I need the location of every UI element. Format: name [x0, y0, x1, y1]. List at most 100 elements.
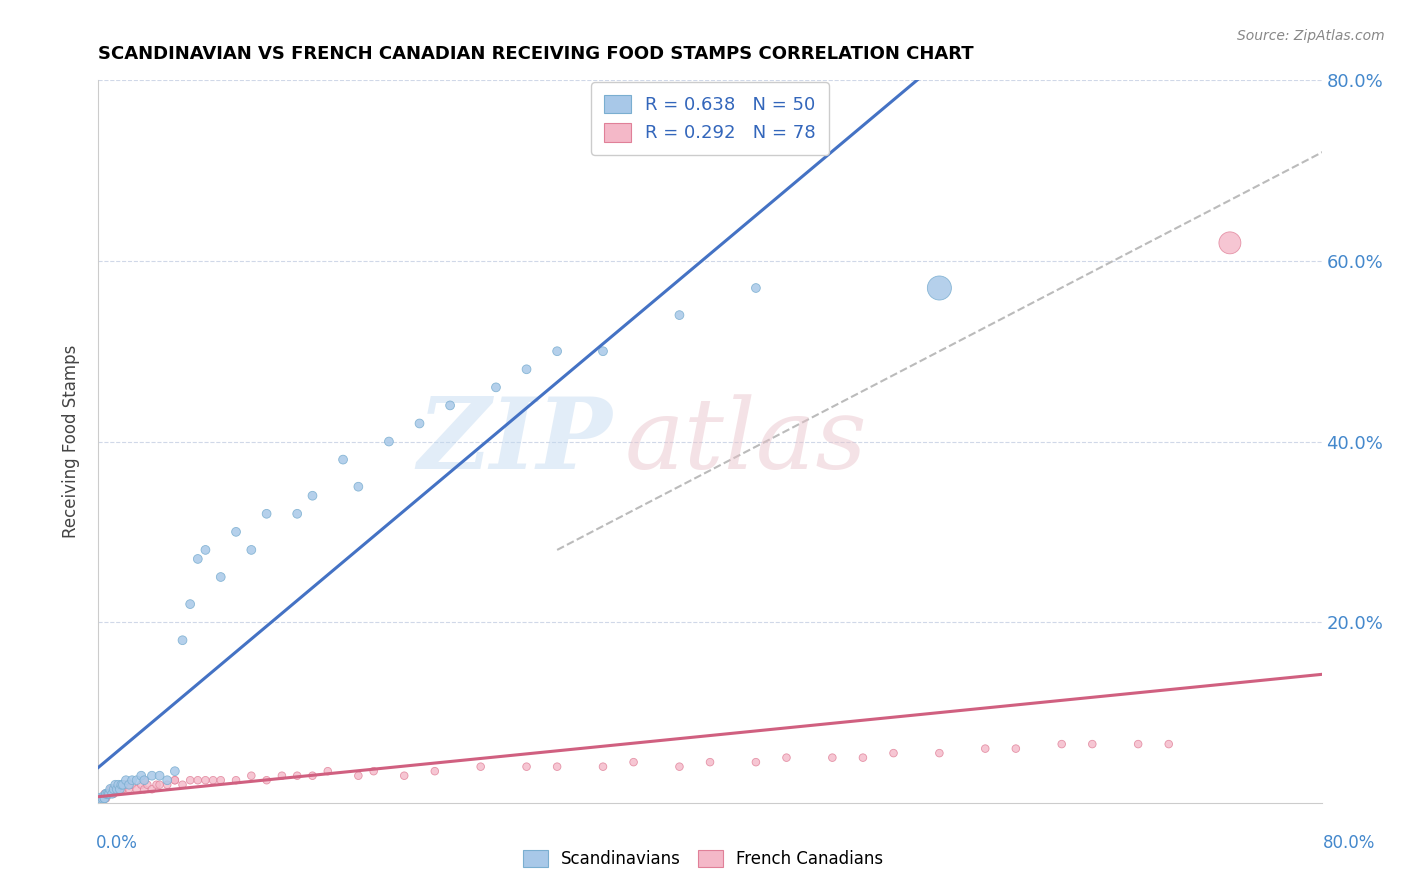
Point — [125, 782, 148, 797]
Point — [94, 787, 117, 801]
Point — [115, 773, 138, 788]
Point — [94, 791, 117, 805]
Point — [101, 787, 124, 801]
Point — [163, 764, 186, 779]
Point — [546, 760, 568, 774]
Point — [90, 791, 112, 805]
Point — [94, 787, 117, 801]
Point — [100, 782, 122, 797]
Point — [1081, 737, 1104, 751]
Point — [668, 308, 690, 322]
Point — [129, 769, 152, 783]
Point — [134, 773, 156, 788]
Point — [883, 746, 905, 760]
Y-axis label: Receiving Food Stamps: Receiving Food Stamps — [62, 345, 80, 538]
Point — [91, 791, 114, 805]
Point — [145, 778, 167, 792]
Point — [108, 782, 131, 797]
Point — [285, 507, 308, 521]
Point — [209, 570, 232, 584]
Point — [439, 398, 461, 412]
Point — [187, 773, 209, 788]
Point — [100, 782, 122, 797]
Legend: Scandinavians, French Canadians: Scandinavians, French Canadians — [516, 843, 890, 875]
Point — [115, 778, 138, 792]
Point — [332, 452, 354, 467]
Point — [240, 542, 263, 557]
Point — [1050, 737, 1073, 751]
Point — [668, 760, 690, 774]
Point — [699, 755, 721, 769]
Point — [98, 787, 121, 801]
Text: 80.0%: 80.0% — [1323, 834, 1375, 852]
Point — [516, 362, 538, 376]
Point — [516, 760, 538, 774]
Point — [745, 281, 768, 295]
Point — [423, 764, 446, 779]
Point — [745, 755, 768, 769]
Point — [194, 773, 217, 788]
Text: 0.0%: 0.0% — [96, 834, 138, 852]
Point — [256, 773, 278, 788]
Point — [592, 760, 614, 774]
Point — [172, 633, 194, 648]
Point — [821, 750, 844, 764]
Point — [775, 750, 797, 764]
Point — [125, 773, 148, 788]
Point — [301, 489, 323, 503]
Point — [98, 787, 121, 801]
Text: atlas: atlas — [624, 394, 868, 489]
Point — [392, 769, 416, 783]
Point — [118, 782, 141, 797]
Point — [105, 782, 128, 797]
Point — [103, 787, 125, 801]
Point — [202, 773, 225, 788]
Point — [136, 778, 159, 792]
Point — [111, 778, 134, 792]
Point — [974, 741, 997, 756]
Point — [347, 769, 370, 783]
Point — [1128, 737, 1150, 751]
Point — [163, 773, 186, 788]
Point — [470, 760, 492, 774]
Point — [108, 782, 131, 797]
Point — [111, 782, 134, 797]
Point — [134, 782, 156, 797]
Point — [98, 787, 121, 801]
Point — [91, 791, 114, 805]
Point — [1219, 235, 1241, 250]
Point — [118, 778, 141, 792]
Point — [93, 791, 115, 805]
Point — [91, 791, 114, 805]
Point — [347, 480, 370, 494]
Point — [93, 787, 115, 801]
Point — [110, 778, 132, 792]
Point — [194, 542, 217, 557]
Point — [156, 778, 179, 792]
Point — [156, 773, 179, 788]
Point — [97, 787, 120, 801]
Point — [94, 787, 117, 801]
Point — [187, 552, 209, 566]
Point — [105, 782, 128, 797]
Point — [179, 597, 201, 611]
Point — [98, 787, 121, 801]
Point — [163, 773, 186, 788]
Point — [98, 787, 121, 801]
Point — [134, 773, 156, 788]
Point — [103, 782, 125, 797]
Point — [485, 380, 508, 394]
Point — [101, 787, 124, 801]
Point — [97, 787, 120, 801]
Point — [103, 782, 125, 797]
Legend: R = 0.638   N = 50, R = 0.292   N = 78: R = 0.638 N = 50, R = 0.292 N = 78 — [592, 82, 828, 155]
Point — [928, 746, 950, 760]
Point — [270, 769, 292, 783]
Point — [209, 773, 232, 788]
Point — [378, 434, 401, 449]
Text: Source: ZipAtlas.com: Source: ZipAtlas.com — [1237, 29, 1385, 44]
Point — [285, 769, 308, 783]
Point — [100, 787, 122, 801]
Point — [90, 791, 112, 805]
Point — [225, 773, 247, 788]
